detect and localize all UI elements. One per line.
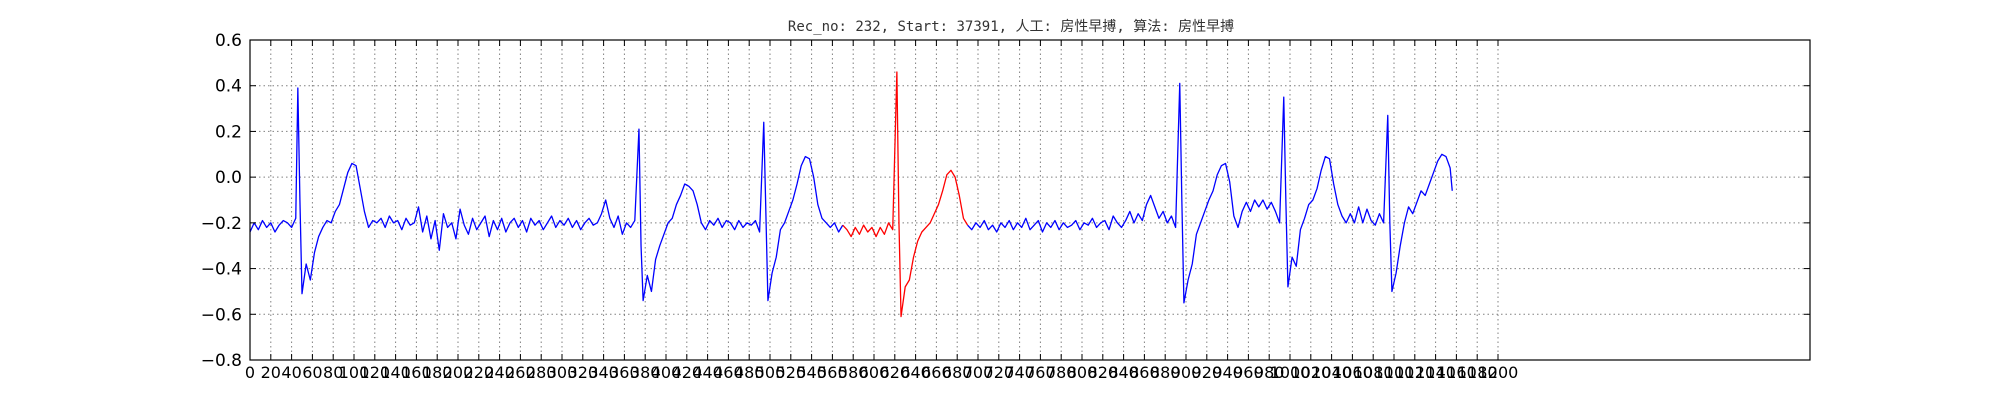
- x-tick-label: 40: [281, 363, 301, 382]
- x-tick-label: 140: [380, 363, 411, 382]
- x-tick-label: 1060: [1332, 363, 1373, 382]
- ecg-series-line: [967, 82, 1453, 304]
- x-tick-label: 360: [609, 363, 640, 382]
- x-tick-label: 100: [339, 363, 370, 382]
- x-tick-label: 320: [568, 363, 599, 382]
- x-tick-label: 840: [1108, 363, 1139, 382]
- x-tick-label: 780: [1046, 363, 1077, 382]
- x-tick-label: 560: [817, 363, 848, 382]
- x-tick-label: 1120: [1394, 363, 1435, 382]
- x-tick-label: 700: [963, 363, 994, 382]
- x-tick-label: 520: [776, 363, 807, 382]
- x-tick-label: 600: [859, 363, 890, 382]
- x-tick-label: 160: [401, 363, 432, 382]
- x-tick-label: 860: [1129, 363, 1160, 382]
- ecg-series-line: [249, 87, 844, 302]
- x-tick-label: 540: [796, 363, 827, 382]
- x-tick-label: 820: [1088, 363, 1119, 382]
- x-tick-label: 120: [360, 363, 391, 382]
- y-tick-label: 0.6: [215, 31, 242, 51]
- x-tick-label: 300: [547, 363, 578, 382]
- x-tick-label: 680: [942, 363, 973, 382]
- x-tick-label: 640: [900, 363, 931, 382]
- x-tick-label: 1180: [1457, 363, 1498, 382]
- x-tick-label: 1160: [1436, 363, 1477, 382]
- x-tick-label: 80: [323, 363, 343, 382]
- x-axis: 0 20 40 60 801001201401601802002202402602803…: [245, 40, 1518, 382]
- x-tick-label: 1200: [1478, 363, 1519, 382]
- y-tick-label: 0.4: [215, 77, 242, 97]
- y-tick-label: −0.8: [201, 351, 242, 371]
- x-tick-label: 240: [484, 363, 515, 382]
- x-tick-label: 1100: [1374, 363, 1415, 382]
- ecg-series-line: [842, 71, 969, 318]
- x-tick-label: 800: [1067, 363, 1098, 382]
- y-tick-label: −0.2: [201, 214, 242, 234]
- x-tick-label: 500: [755, 363, 786, 382]
- x-tick-label: 620: [880, 363, 911, 382]
- x-tick-label: 220: [464, 363, 495, 382]
- x-tick-label: 880: [1150, 363, 1181, 382]
- x-tick-label: 960: [1233, 363, 1264, 382]
- series-group: [249, 71, 1453, 318]
- y-tick-label: −0.4: [201, 260, 242, 280]
- x-tick-label: 660: [921, 363, 952, 382]
- x-tick-label: 280: [526, 363, 557, 382]
- x-tick-label: 760: [1025, 363, 1056, 382]
- x-tick-label: 60: [302, 363, 322, 382]
- x-tick-label: 920: [1192, 363, 1223, 382]
- grid: [250, 40, 1810, 360]
- x-tick-label: 440: [692, 363, 723, 382]
- x-tick-label: 20: [261, 363, 281, 382]
- x-tick-label: 400: [651, 363, 682, 382]
- x-tick-label: 1140: [1415, 363, 1456, 382]
- x-tick-label: 200: [443, 363, 474, 382]
- x-tick-label: 1020: [1290, 363, 1331, 382]
- x-tick-label: 480: [734, 363, 765, 382]
- x-tick-label: 720: [984, 363, 1015, 382]
- x-tick-label: 380: [630, 363, 661, 382]
- x-tick-label: 740: [1004, 363, 1035, 382]
- y-tick-label: −0.6: [201, 305, 242, 325]
- x-tick-label: 900: [1171, 363, 1202, 382]
- x-tick-label: 980: [1254, 363, 1285, 382]
- y-tick-label: 0.2: [215, 122, 242, 142]
- chart-title: Rec_no: 232, Start: 37391, 人工: 房性早搏, 算法:…: [788, 18, 1234, 35]
- x-tick-label: 420: [672, 363, 703, 382]
- x-tick-label: 1040: [1311, 363, 1352, 382]
- x-tick-label: 0: [245, 363, 255, 382]
- x-tick-label: 460: [713, 363, 744, 382]
- x-tick-label: 1000: [1270, 363, 1311, 382]
- x-tick-label: 180: [422, 363, 453, 382]
- x-tick-label: 340: [588, 363, 619, 382]
- x-tick-label: 940: [1212, 363, 1243, 382]
- y-tick-label: 0.0: [215, 168, 242, 188]
- x-tick-label: 1080: [1353, 363, 1394, 382]
- x-tick-label: 580: [838, 363, 869, 382]
- plot-frame: [249, 39, 1811, 361]
- y-axis: −0.8 −0.6 −0.4 −0.2 0.0 0.2 0.4 0.6: [201, 31, 1810, 371]
- x-tick-label: 260: [505, 363, 536, 382]
